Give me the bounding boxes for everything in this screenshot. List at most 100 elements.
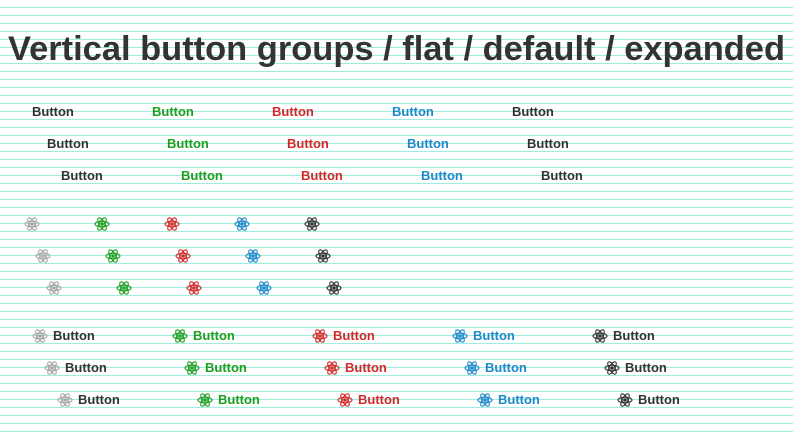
icon-text-button[interactable]: Button <box>617 392 680 408</box>
icon-button[interactable] <box>164 216 180 232</box>
button-label: Button <box>345 360 387 375</box>
icon-text-button[interactable]: Button <box>197 392 260 408</box>
atom-icon <box>337 393 353 407</box>
icon-button[interactable] <box>24 216 40 232</box>
icon-text-button[interactable]: Button <box>184 360 247 376</box>
text-button[interactable]: Button <box>167 136 209 152</box>
atom-icon <box>35 249 51 263</box>
icon-button[interactable] <box>94 216 110 232</box>
atom-icon <box>164 217 180 231</box>
icon-button[interactable] <box>234 216 250 232</box>
atom-icon <box>477 393 493 407</box>
icon-button[interactable] <box>35 248 51 264</box>
icon-button[interactable] <box>186 280 202 296</box>
atom-icon <box>326 281 342 295</box>
atom-icon <box>324 361 340 375</box>
icon-button[interactable] <box>326 280 342 296</box>
icon-text-button[interactable]: Button <box>312 328 375 344</box>
atom-icon <box>452 329 468 343</box>
button-label: Button <box>152 104 194 119</box>
atom-icon <box>105 249 121 263</box>
text-button[interactable]: Button <box>181 168 223 184</box>
text-button[interactable]: Button <box>61 168 103 184</box>
text-button[interactable]: Button <box>32 104 74 120</box>
icon-text-button[interactable]: Button <box>32 328 95 344</box>
atom-icon <box>604 361 620 375</box>
text-button[interactable]: Button <box>392 104 434 120</box>
icon-button[interactable] <box>245 248 261 264</box>
text-button[interactable]: Button <box>527 136 569 152</box>
icon-button[interactable] <box>116 280 132 296</box>
icon-text-button[interactable]: Button <box>324 360 387 376</box>
atom-icon <box>175 249 191 263</box>
icon-text-button[interactable]: Button <box>57 392 120 408</box>
atom-icon <box>464 361 480 375</box>
page-title: Vertical button groups / flat / default … <box>8 30 785 68</box>
button-label: Button <box>301 168 343 183</box>
button-label: Button <box>61 168 103 183</box>
button-label: Button <box>638 392 680 407</box>
button-label: Button <box>421 168 463 183</box>
atom-icon <box>46 281 62 295</box>
atom-icon <box>186 281 202 295</box>
icon-text-button[interactable]: Button <box>172 328 235 344</box>
icon-button[interactable] <box>175 248 191 264</box>
icon-text-button[interactable]: Button <box>477 392 540 408</box>
button-label: Button <box>358 392 400 407</box>
icon-button[interactable] <box>105 248 121 264</box>
text-button[interactable]: Button <box>512 104 554 120</box>
button-label: Button <box>53 328 95 343</box>
atom-icon <box>315 249 331 263</box>
button-label: Button <box>167 136 209 151</box>
button-label: Button <box>485 360 527 375</box>
button-label: Button <box>527 136 569 151</box>
button-label: Button <box>541 168 583 183</box>
icon-text-button[interactable]: Button <box>592 328 655 344</box>
icon-text-button[interactable]: Button <box>452 328 515 344</box>
icon-button[interactable] <box>304 216 320 232</box>
button-label: Button <box>218 392 260 407</box>
icon-text-button[interactable]: Button <box>44 360 107 376</box>
text-button[interactable]: Button <box>407 136 449 152</box>
icon-button[interactable] <box>256 280 272 296</box>
atom-icon <box>116 281 132 295</box>
button-label: Button <box>32 104 74 119</box>
button-label: Button <box>512 104 554 119</box>
button-label: Button <box>47 136 89 151</box>
icon-button[interactable] <box>46 280 62 296</box>
button-label: Button <box>613 328 655 343</box>
atom-icon <box>172 329 188 343</box>
atom-icon <box>57 393 73 407</box>
button-label: Button <box>287 136 329 151</box>
atom-icon <box>44 361 60 375</box>
text-button[interactable]: Button <box>421 168 463 184</box>
text-button[interactable]: Button <box>301 168 343 184</box>
text-button[interactable]: Button <box>47 136 89 152</box>
button-label: Button <box>65 360 107 375</box>
icon-text-button[interactable]: Button <box>464 360 527 376</box>
button-label: Button <box>78 392 120 407</box>
atom-icon <box>617 393 633 407</box>
button-label: Button <box>205 360 247 375</box>
button-label: Button <box>333 328 375 343</box>
icon-text-button[interactable]: Button <box>604 360 667 376</box>
button-label: Button <box>473 328 515 343</box>
text-button[interactable]: Button <box>152 104 194 120</box>
atom-icon <box>592 329 608 343</box>
atom-icon <box>184 361 200 375</box>
atom-icon <box>256 281 272 295</box>
text-button[interactable]: Button <box>287 136 329 152</box>
button-label: Button <box>407 136 449 151</box>
atom-icon <box>245 249 261 263</box>
atom-icon <box>24 217 40 231</box>
button-label: Button <box>181 168 223 183</box>
text-button[interactable]: Button <box>541 168 583 184</box>
text-button[interactable]: Button <box>272 104 314 120</box>
button-label: Button <box>272 104 314 119</box>
button-label: Button <box>498 392 540 407</box>
button-label: Button <box>392 104 434 119</box>
icon-button[interactable] <box>315 248 331 264</box>
icon-text-button[interactable]: Button <box>337 392 400 408</box>
atom-icon <box>312 329 328 343</box>
